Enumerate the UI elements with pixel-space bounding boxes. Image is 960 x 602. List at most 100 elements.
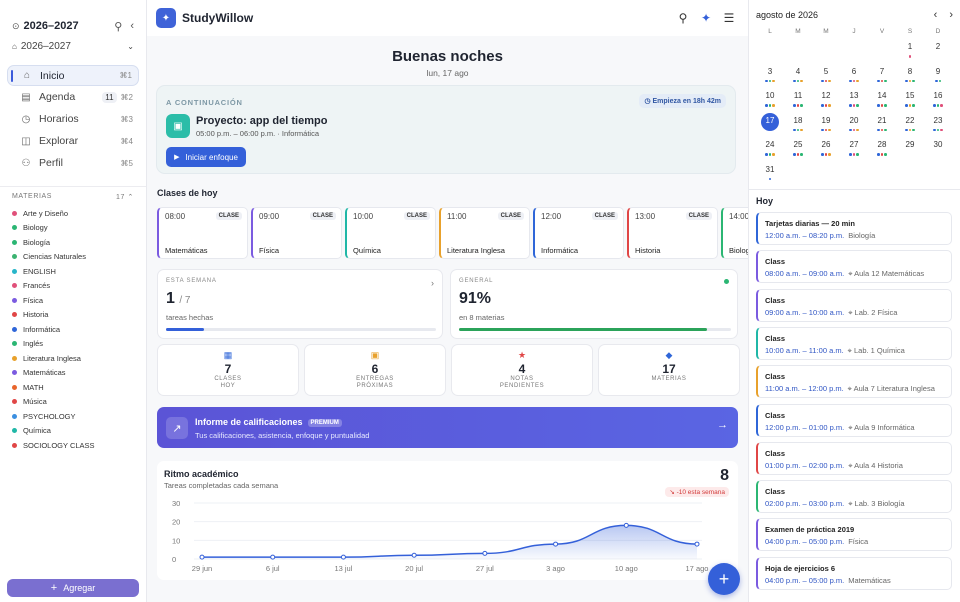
calendar-day[interactable]: 19 bbox=[812, 116, 840, 131]
calendar-day[interactable]: 2 bbox=[924, 42, 952, 55]
calendar-day[interactable]: 31 bbox=[756, 165, 784, 180]
calendar-day[interactable]: 7 bbox=[868, 67, 896, 82]
class-card[interactable]: 13:00 CLASE Historia bbox=[627, 207, 718, 259]
calendar-day[interactable]: 6 bbox=[840, 67, 868, 82]
materia-item[interactable]: Informática bbox=[0, 322, 146, 337]
calendar-day[interactable]: 1 bbox=[896, 42, 924, 58]
calendar-day[interactable]: 12 bbox=[812, 91, 840, 107]
event-dot bbox=[877, 79, 880, 82]
search-icon[interactable]: ⚲ bbox=[678, 11, 688, 25]
event-card[interactable]: Class 11:00 a.m. – 12:00 p.m. ⌖ Aula 7 Lit… bbox=[756, 365, 952, 399]
calendar-day[interactable]: 30 bbox=[924, 140, 952, 153]
search-icon[interactable]: ⚲ bbox=[114, 20, 123, 33]
calendar-day[interactable]: 10 bbox=[756, 91, 784, 107]
nav-item-horarios[interactable]: ◷ Horarios ⌘3 bbox=[7, 108, 139, 130]
materia-item[interactable]: Biology bbox=[0, 221, 146, 236]
year-select[interactable]: ⌂ 2026–2027 ⌄ bbox=[0, 39, 146, 53]
materia-item[interactable]: Matemáticas bbox=[0, 366, 146, 381]
calendar-day[interactable]: 28 bbox=[868, 140, 896, 156]
event-card[interactable]: Class 02:00 p.m. – 03:00 p.m. ⌖ Lab. 3 Bio… bbox=[756, 480, 952, 514]
calendar-day[interactable]: 24 bbox=[756, 140, 784, 156]
event-card[interactable]: Class 01:00 p.m. – 02:00 p.m. ⌖ Aula 4 His… bbox=[756, 441, 952, 475]
materia-item[interactable]: Biología bbox=[0, 235, 146, 250]
data-point bbox=[270, 554, 276, 560]
day-number: 9 bbox=[935, 66, 941, 76]
calendar-day[interactable]: 16 bbox=[924, 91, 952, 107]
materia-color-dot bbox=[12, 254, 17, 260]
materia-item[interactable]: Arte y Diseño bbox=[0, 206, 146, 221]
materia-item[interactable]: Ciencias Naturales bbox=[0, 250, 146, 265]
weekday-label: D bbox=[935, 28, 941, 35]
rhythm-value: 8 bbox=[720, 467, 729, 484]
collapse-sidebar-icon[interactable]: ‹ bbox=[130, 20, 134, 32]
materia-item[interactable]: Música bbox=[0, 395, 146, 410]
materia-item[interactable]: PSYCHOLOGY bbox=[0, 409, 146, 424]
materia-item[interactable]: Literatura Inglesa bbox=[0, 351, 146, 366]
week-card[interactable]: ESTA SEMANA › 1 / 7 tareas hechas bbox=[157, 269, 443, 339]
calendar-day[interactable]: 29 bbox=[896, 140, 924, 153]
settings-sliders-icon[interactable]: ☰ bbox=[723, 11, 735, 25]
materia-item[interactable]: Inglés bbox=[0, 337, 146, 352]
event-card[interactable]: Class 12:00 p.m. – 01:00 p.m. ⌖ Aula 9 Inf… bbox=[756, 403, 952, 437]
materia-item[interactable]: SOCIOLOGY CLASS bbox=[0, 438, 146, 453]
nav-item-perfil[interactable]: ⚇ Perfil ⌘5 bbox=[7, 152, 139, 174]
materia-item[interactable]: ENGLISH bbox=[0, 264, 146, 279]
calendar-day[interactable]: 22 bbox=[896, 116, 924, 131]
calendar-day[interactable]: 23 bbox=[924, 116, 952, 131]
materia-item[interactable]: Historia bbox=[0, 308, 146, 323]
calendar-day[interactable]: 20 bbox=[840, 116, 868, 131]
classes-today-stat[interactable]: ▦ 7 CLASES HOY bbox=[157, 344, 299, 396]
event-dot bbox=[880, 128, 884, 131]
materia-item[interactable]: MATH bbox=[0, 380, 146, 395]
event-card[interactable]: Class 08:00 a.m. – 09:00 a.m. ⌖ Aula 12 Ma… bbox=[756, 250, 952, 284]
event-card[interactable]: Class 10:00 a.m. – 11:00 a.m. ⌖ Lab. 1 Quí… bbox=[756, 326, 952, 360]
materia-item[interactable]: Francés bbox=[0, 279, 146, 294]
start-focus-button[interactable]: ▶ Iniciar enfoque bbox=[166, 147, 246, 167]
event-dot bbox=[849, 153, 852, 156]
calendar-day[interactable]: 3 bbox=[756, 67, 784, 82]
calendar-day[interactable]: 13 bbox=[840, 91, 868, 107]
class-card[interactable]: 11:00 CLASE Literatura Inglesa bbox=[439, 207, 530, 259]
calendar-day[interactable]: 21 bbox=[868, 116, 896, 131]
subjects-stat[interactable]: ◆ 17 MATERIAS bbox=[598, 344, 740, 396]
prev-month-icon[interactable]: ‹ bbox=[933, 9, 938, 21]
class-card[interactable]: 08:00 CLASE Matemáticas bbox=[157, 207, 248, 259]
nav-item-explorar[interactable]: ◫ Explorar ⌘4 bbox=[7, 130, 139, 152]
class-card[interactable]: 09:00 CLASE Física bbox=[251, 207, 342, 259]
calendar-day[interactable]: 14 bbox=[868, 91, 896, 107]
calendar-day[interactable]: 25 bbox=[784, 140, 812, 156]
next-month-icon[interactable]: › bbox=[949, 9, 953, 21]
add-fab-button[interactable]: + bbox=[708, 563, 740, 595]
next-up-label: A CONTINUACIÓN bbox=[166, 98, 243, 107]
year-select-value: 2026–2027 bbox=[20, 40, 71, 52]
materia-item[interactable]: Física bbox=[0, 293, 146, 308]
nav-item-inicio[interactable]: ⌂ Inicio ⌘1 bbox=[7, 65, 139, 86]
calendar-day[interactable]: 9 bbox=[924, 66, 952, 82]
pending-grades-stat[interactable]: ★ 4 NOTAS PENDIENTES bbox=[451, 344, 593, 396]
calendar-day[interactable]: 17 bbox=[756, 112, 784, 131]
class-card[interactable]: 14:00CLASEBiología bbox=[721, 207, 748, 259]
calendar-day[interactable]: 27 bbox=[840, 140, 868, 156]
calendar-day[interactable]: 11 bbox=[784, 91, 812, 107]
arrow-right-icon[interactable]: → bbox=[717, 419, 728, 431]
calendar-day[interactable]: 5 bbox=[812, 67, 840, 82]
event-title: Class bbox=[765, 410, 786, 420]
class-card[interactable]: 10:00 CLASE Química bbox=[345, 207, 436, 259]
event-card[interactable]: Tarjetas diarias — 20 min 12:00 a.m. – 08… bbox=[756, 212, 952, 245]
calendar-day[interactable]: 15 bbox=[896, 91, 924, 107]
calendar-day[interactable]: 8 bbox=[896, 67, 924, 82]
materias-count[interactable]: 17 ⌃ bbox=[115, 194, 134, 201]
event-card[interactable]: Class 09:00 a.m. – 10:00 a.m. ⌖ Lab. 2 Fís… bbox=[756, 288, 952, 322]
nav-item-agenda[interactable]: ▤ Agenda 11 ⌘2 bbox=[7, 86, 139, 108]
class-card[interactable]: 12:00 CLASE Informática bbox=[533, 207, 624, 259]
calendar-day[interactable]: 4 bbox=[784, 67, 812, 82]
calendar-day[interactable]: 18 bbox=[784, 116, 812, 131]
grades-report-banner[interactable]: ↗ Informe de calificaciones PREMIUM Tus c… bbox=[157, 407, 738, 448]
event-card[interactable]: Examen de práctica 2019 04:00 p.m. – 05:0… bbox=[756, 518, 952, 552]
calendar-day[interactable]: 26 bbox=[812, 140, 840, 156]
add-button[interactable]: + Agregar bbox=[7, 579, 139, 597]
event-card[interactable]: Hoja de ejercicios 6 04:00 p.m. – 05:00 p… bbox=[756, 556, 952, 590]
materia-item[interactable]: Química bbox=[0, 424, 146, 439]
ai-sparkle-icon[interactable]: ✦ bbox=[700, 11, 712, 25]
upcoming-deliveries-stat[interactable]: ▣ 6 ENTREGAS PRÓXIMAS bbox=[304, 344, 446, 396]
